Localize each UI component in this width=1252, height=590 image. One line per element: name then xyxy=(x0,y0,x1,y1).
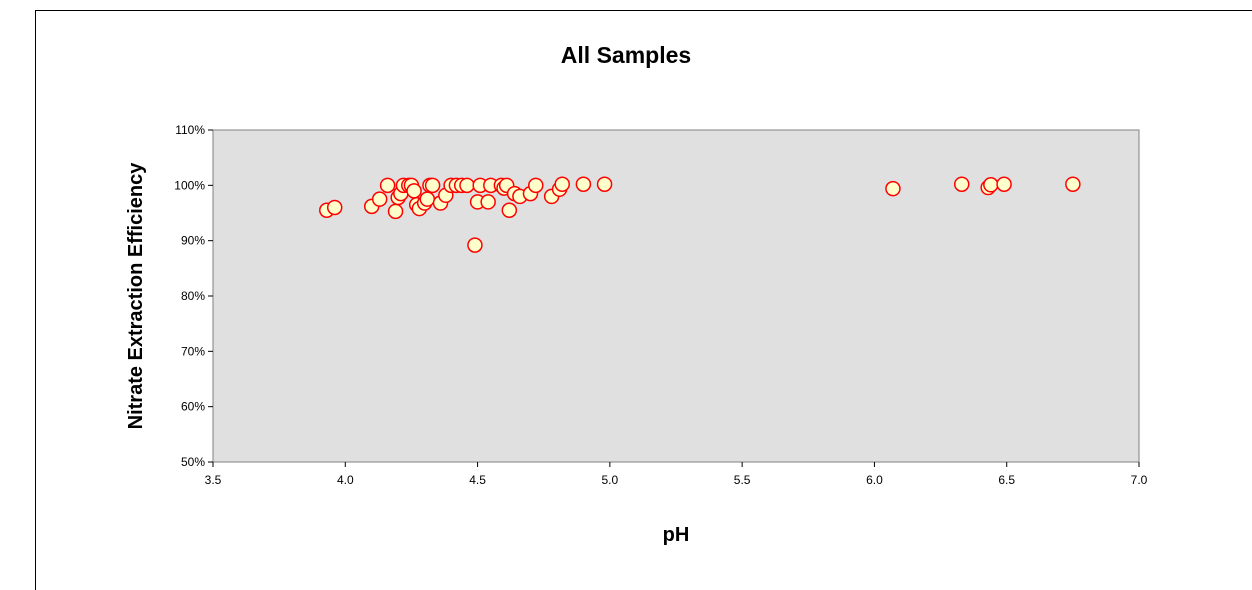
scatter-chart: 50% 60% 70% 80% 90% 100% 110% 3.5 4.0 4.5 5.0 5.5 6… xyxy=(125,123,1148,546)
data-point xyxy=(528,177,544,194)
x-tick-label: 5.5 xyxy=(734,473,751,487)
data-point xyxy=(953,176,970,192)
y-tick-label: 110% xyxy=(175,123,205,137)
data-point xyxy=(459,177,475,194)
x-tick-label: 3.5 xyxy=(205,473,222,487)
data-point xyxy=(501,202,518,218)
data-point xyxy=(554,176,570,192)
data-point xyxy=(406,183,422,199)
data-point xyxy=(996,176,1012,192)
x-tick-label: 7.0 xyxy=(1131,473,1148,487)
data-point xyxy=(387,203,404,220)
y-tick-label: 50% xyxy=(181,455,205,469)
y-axis: 50% 60% 70% 80% 90% 100% 110% xyxy=(174,123,213,469)
y-tick-label: 70% xyxy=(181,344,205,358)
data-point xyxy=(326,199,343,216)
data-point xyxy=(419,191,436,207)
data-point xyxy=(885,180,901,197)
chart-title: All Samples xyxy=(560,42,692,68)
y-tick-label: 90% xyxy=(181,234,205,248)
x-axis-label: pH xyxy=(663,524,690,546)
chart-frame xyxy=(35,10,1252,590)
x-tick-label: 4.5 xyxy=(469,473,486,487)
data-points xyxy=(319,176,1081,253)
x-axis: 3.5 4.0 4.5 5.0 5.5 6.0 6.5 7.0 xyxy=(205,462,1148,487)
x-tick-label: 6.5 xyxy=(998,473,1015,487)
x-tick-label: 4.0 xyxy=(337,473,354,487)
data-point xyxy=(983,177,999,193)
data-point xyxy=(480,194,496,210)
x-tick-label: 6.0 xyxy=(866,473,883,487)
x-tick-label: 5.0 xyxy=(602,473,619,487)
y-axis-label: Nitrate Extraction Efficiency xyxy=(125,162,147,430)
y-tick-label: 60% xyxy=(181,400,205,414)
data-point xyxy=(371,191,388,207)
y-tick-label: 80% xyxy=(181,289,205,303)
data-point xyxy=(596,176,613,192)
data-point xyxy=(575,176,592,192)
data-point xyxy=(1065,176,1081,192)
data-point xyxy=(467,237,483,253)
data-point xyxy=(379,177,396,194)
y-tick-label: 100% xyxy=(174,178,205,192)
data-point xyxy=(424,177,441,194)
